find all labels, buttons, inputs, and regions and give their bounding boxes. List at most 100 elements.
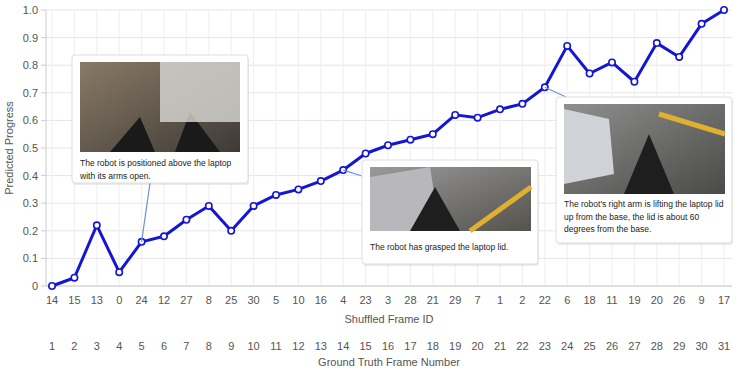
- point: [676, 54, 682, 60]
- category-label: 23: [359, 294, 371, 306]
- x-tick-label: 5: [139, 340, 145, 352]
- y-tick: [41, 120, 46, 121]
- annotation-photo: [80, 62, 240, 152]
- x-axis-line: [46, 286, 732, 287]
- point: [116, 269, 122, 275]
- category-label: 11: [606, 294, 617, 306]
- annotation-text: The robot has grasped the laptop lid.: [370, 242, 508, 252]
- x-tick-label: 1: [49, 340, 55, 352]
- x-tick-label: 14: [337, 340, 349, 352]
- x-tick-label: 27: [628, 340, 640, 352]
- y-tick: [41, 148, 46, 149]
- category-label: 5: [273, 294, 279, 306]
- category-label: 16: [315, 294, 327, 306]
- x-tick-label: 18: [427, 340, 439, 352]
- category-label: 7: [475, 294, 481, 306]
- x-tick-label: 19: [449, 340, 461, 352]
- x-grid-line: [276, 10, 277, 286]
- x-tick-label: 8: [206, 340, 212, 352]
- point: [452, 112, 458, 118]
- annotation-shadow: [73, 57, 249, 185]
- x-tick-label: 4: [116, 340, 122, 352]
- photo-shape: [659, 114, 725, 134]
- point: [385, 142, 391, 148]
- y-tick-label: 0.5: [23, 142, 38, 154]
- x-tick-label: 15: [359, 340, 371, 352]
- category-label: 15: [68, 294, 80, 306]
- point: [519, 101, 525, 107]
- x-tick-label: 30: [695, 340, 707, 352]
- y-tick: [41, 10, 46, 11]
- point: [183, 217, 189, 223]
- x-tick-label: 12: [292, 340, 304, 352]
- category-label: 13: [91, 294, 103, 306]
- category-label: 4: [340, 294, 346, 306]
- point: [161, 233, 167, 239]
- annotation-leader: [142, 183, 150, 242]
- x-tick-label: 9: [228, 340, 234, 352]
- point: [295, 186, 301, 192]
- x-tick-label: 6: [161, 340, 167, 352]
- category-label: 3: [385, 294, 391, 306]
- point: [206, 203, 212, 209]
- category-label: 29: [449, 294, 461, 306]
- category-label: 17: [718, 294, 730, 306]
- category-label: 27: [180, 294, 192, 306]
- annotation-text: The robot is positioned above the laptop…: [79, 158, 231, 181]
- x-tick-label: 28: [651, 340, 663, 352]
- point: [698, 21, 704, 27]
- x-grid-line: [544, 10, 545, 286]
- y-tick: [41, 92, 46, 93]
- point: [631, 79, 637, 85]
- photo-shape: [110, 117, 155, 152]
- y-grid-line: [46, 286, 732, 287]
- photo-shape: [624, 134, 674, 194]
- category-label: 18: [583, 294, 595, 306]
- x-tick-label: 11: [270, 340, 281, 352]
- annotation-photo: [370, 167, 531, 231]
- y-tick-label: 0.8: [23, 59, 38, 71]
- annotation-box: [362, 160, 538, 264]
- x-tick-label: 20: [471, 340, 483, 352]
- point: [721, 7, 727, 13]
- point: [407, 137, 413, 143]
- annotation-box: [556, 97, 732, 243]
- point: [362, 150, 368, 156]
- annotation-leader: [545, 87, 566, 97]
- x-tick-label: 2: [71, 340, 77, 352]
- point: [228, 228, 234, 234]
- category-label: 6: [564, 294, 570, 306]
- point: [250, 203, 256, 209]
- category-label: 22: [539, 294, 551, 306]
- y-tick: [41, 65, 46, 66]
- y-tick: [41, 175, 46, 176]
- x-grid-line: [343, 10, 344, 286]
- point: [71, 275, 77, 281]
- y-grid-line: [46, 37, 732, 38]
- point: [430, 131, 436, 137]
- x-tick-label: 17: [404, 340, 416, 352]
- x-tick-label: 13: [315, 340, 327, 352]
- category-label: 25: [225, 294, 237, 306]
- y-tick: [41, 203, 46, 204]
- category-label: 26: [673, 294, 685, 306]
- y-tick: [41, 230, 46, 231]
- y-tick-label: 1.0: [23, 4, 38, 16]
- annotation-text: The robot's right arm is lifting the lap…: [564, 199, 724, 234]
- series: [49, 7, 727, 289]
- category-label: 24: [135, 294, 147, 306]
- x-tick-label: 26: [606, 340, 618, 352]
- x-grid-line: [52, 10, 53, 286]
- y-tick-label: 0.3: [23, 197, 38, 209]
- annotation: The robot's right arm is lifting the lap…: [545, 87, 733, 245]
- x-tick-label: 3: [94, 340, 100, 352]
- photo-shape: [160, 62, 240, 122]
- x-axis-title: Ground Truth Frame Number: [318, 356, 460, 368]
- annotation-photo: [564, 104, 725, 194]
- annotation: The robot has grasped the laptop lid.: [343, 160, 539, 266]
- y-axis-title: Predicted Progress: [3, 101, 15, 195]
- point: [94, 222, 100, 228]
- category-label: 0: [116, 294, 122, 306]
- chart: 00.10.20.30.40.50.60.70.80.91.0123456789…: [0, 0, 740, 370]
- point: [654, 40, 660, 46]
